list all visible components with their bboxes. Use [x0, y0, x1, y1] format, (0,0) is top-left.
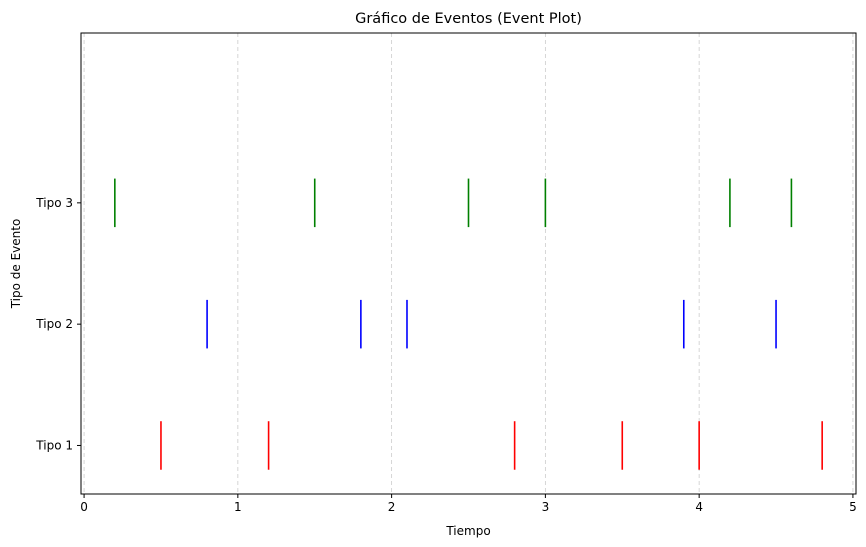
x-tick-label-0: 0: [80, 500, 88, 514]
x-tick-label-5: 5: [849, 500, 857, 514]
x-tick-label-4: 4: [695, 500, 703, 514]
x-axis-ticks: 0 1 2 3 4 5: [80, 494, 857, 514]
y-axis-label: Tipo de Evento: [9, 219, 23, 310]
x-tick-label-1: 1: [234, 500, 242, 514]
x-tick-label-2: 2: [388, 500, 396, 514]
x-axis-label: Tiempo: [445, 524, 490, 538]
y-tick-label-1: Tipo 1: [35, 438, 73, 452]
chart-title: Gráfico de Eventos (Event Plot): [355, 11, 582, 27]
x-tick-label-3: 3: [542, 500, 550, 514]
plot-area-frame: [80, 32, 857, 495]
y-axis-ticks: Tipo 1 Tipo 2 Tipo 3: [35, 196, 81, 452]
event-marks: [114, 178, 823, 470]
y-tick-label-3: Tipo 3: [35, 196, 73, 210]
y-tick-label-2: Tipo 2: [35, 317, 73, 331]
